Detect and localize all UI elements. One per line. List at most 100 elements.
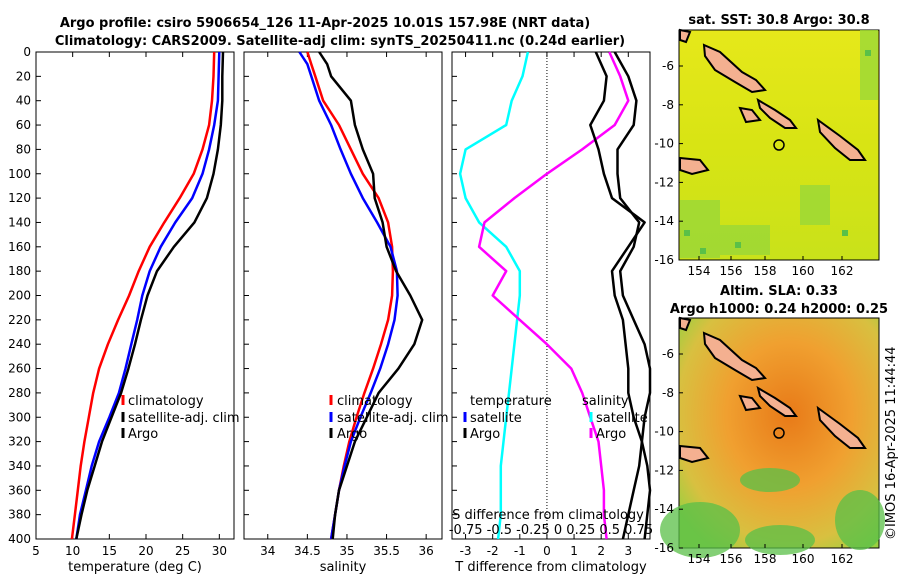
map-y-tick-label: -16 [654, 541, 674, 555]
sla-argo-location-marker [773, 427, 785, 439]
salinity-axis-label: salinity [320, 560, 367, 575]
x-tick-label: 20 [138, 544, 153, 558]
map-x-tick-label: 154 [688, 264, 711, 278]
depth-tick-label: 300 [8, 410, 31, 424]
x-tick-label: 2 [597, 544, 605, 558]
legend-temperature-heading: temperature [470, 394, 552, 409]
sla-map-title-line-2: Argo h1000: 0.24 h2000: 0.25 [670, 302, 888, 317]
t-difference-axis-label: T difference from climatology [454, 560, 647, 575]
series-line-s-argo [589, 51, 652, 540]
x-tick-label: 30 [212, 544, 227, 558]
series-line-t-satellite [458, 51, 530, 540]
x-tick-label: 34.5 [294, 544, 321, 558]
map-y-tick-label: -12 [654, 463, 674, 477]
map-x-tick-label: 160 [792, 264, 815, 278]
x-tick-label: -1 [514, 544, 526, 558]
depth-tick-label: 400 [8, 532, 31, 546]
x-tick-label: 34 [260, 544, 275, 558]
series-line-argo [318, 51, 424, 540]
s-difference-ticks: -0.75 -0.5 -0.25 0 0.25 0.5 0.75 [449, 523, 653, 538]
sst-map [678, 28, 880, 261]
map-y-tick-label: -8 [662, 98, 674, 112]
legend-s-satellite-label: satellite [596, 411, 648, 426]
map-y-tick-label: -8 [662, 386, 674, 400]
depth-tick-label: 80 [16, 142, 31, 156]
legend-s-argo-label: Argo [596, 427, 626, 442]
legend-argo-label: Argo [337, 427, 367, 442]
sst-map-pixels [684, 50, 871, 254]
depth-tick-label: 320 [8, 435, 31, 449]
depth-tick-label: 120 [8, 191, 31, 205]
sla-map [660, 316, 885, 558]
temperature-axis-label: temperature (deg C) [68, 560, 202, 575]
x-tick-label: 36 [419, 544, 434, 558]
map-x-tick-label: 162 [831, 264, 854, 278]
difference-legend: temperature satellite Argo salinity sate… [463, 394, 648, 442]
depth-tick-label: 100 [8, 167, 31, 181]
x-tick-label: 1 [570, 544, 578, 558]
depth-tick-label: 240 [8, 337, 31, 351]
s-difference-axis-label: S difference from climatology [452, 508, 644, 523]
series-line-argo [75, 51, 225, 540]
depth-tick-label: 200 [8, 289, 31, 303]
sst-map-title: sat. SST: 30.8 Argo: 30.8 [688, 13, 869, 28]
map-y-tick-label: -16 [654, 253, 674, 267]
map-x-tick-label: 162 [831, 552, 854, 566]
series-line-climatology [70, 51, 216, 540]
x-tick-label: -3 [460, 544, 472, 558]
depth-tick-label: 20 [16, 69, 31, 83]
map-x-tick-label: 160 [792, 552, 815, 566]
legend-climatology-label: climatology [337, 394, 413, 409]
depth-tick-label: 280 [8, 386, 31, 400]
x-tick-label: 3 [624, 544, 632, 558]
x-tick-label: 0 [543, 544, 551, 558]
x-tick-label: 15 [102, 544, 117, 558]
map-y-tick-label: -6 [662, 347, 674, 361]
credit-text: ©IMOS 16-Apr-2025 11:44:44 [884, 346, 899, 540]
map-y-tick-label: -10 [654, 137, 674, 151]
series-line-satellite-adj-clim [298, 51, 399, 540]
series-line-satellite-adj-clim [75, 51, 221, 540]
legend-satellite-label: satellite-adj. clim [128, 411, 240, 426]
series-line-t-argo [613, 51, 652, 540]
title-line-1: Argo profile: csiro 5906654_126 11-Apr-2… [60, 16, 590, 31]
map-y-tick-label: -14 [654, 214, 674, 228]
map-y-tick-label: -12 [654, 175, 674, 189]
sst-map-islands [679, 28, 867, 176]
depth-tick-label: 160 [8, 240, 31, 254]
depth-tick-label: 360 [8, 483, 31, 497]
legend-satellite-label: satellite-adj. clim [337, 411, 449, 426]
salinity-legend: climatology satellite-adj. clim Argo [329, 394, 449, 442]
legend-salinity-heading: salinity [582, 394, 629, 409]
depth-tick-label: 220 [8, 313, 31, 327]
temperature-panel [35, 51, 235, 540]
sst-argo-location-marker [773, 139, 785, 151]
x-tick-label: 25 [175, 544, 190, 558]
legend-argo-label: Argo [128, 427, 158, 442]
depth-tick-label: 0 [23, 45, 31, 59]
legend-t-satellite-label: satellite [470, 411, 522, 426]
x-tick-label: -2 [487, 544, 499, 558]
sla-map-title-line-1: Altim. SLA: 0.33 [720, 284, 838, 299]
legend-climatology-label: climatology [128, 394, 204, 409]
map-x-tick-label: 154 [688, 552, 711, 566]
sla-map-islands [679, 316, 867, 464]
map-x-tick-label: 156 [720, 264, 743, 278]
title-line-2: Climatology: CARS2009. Satellite-adj cli… [55, 34, 625, 49]
depth-tick-label: 340 [8, 459, 31, 473]
map-x-tick-label: 158 [754, 264, 777, 278]
sla-map-low-regions [660, 468, 885, 558]
difference-panel [451, 51, 651, 540]
map-y-tick-label: -6 [662, 59, 674, 73]
depth-tick-label: 140 [8, 215, 31, 229]
series-line-s-satellite [477, 51, 630, 540]
depth-tick-label: 60 [16, 118, 31, 132]
x-tick-label: 5 [32, 544, 40, 558]
depth-tick-label: 260 [8, 362, 31, 376]
map-y-tick-label: -14 [654, 502, 674, 516]
depth-tick-label: 40 [16, 94, 31, 108]
x-tick-label: 35.5 [373, 544, 400, 558]
temperature-legend: climatology satellite-adj. clim Argo [121, 394, 240, 442]
depth-tick-label: 380 [8, 508, 31, 522]
